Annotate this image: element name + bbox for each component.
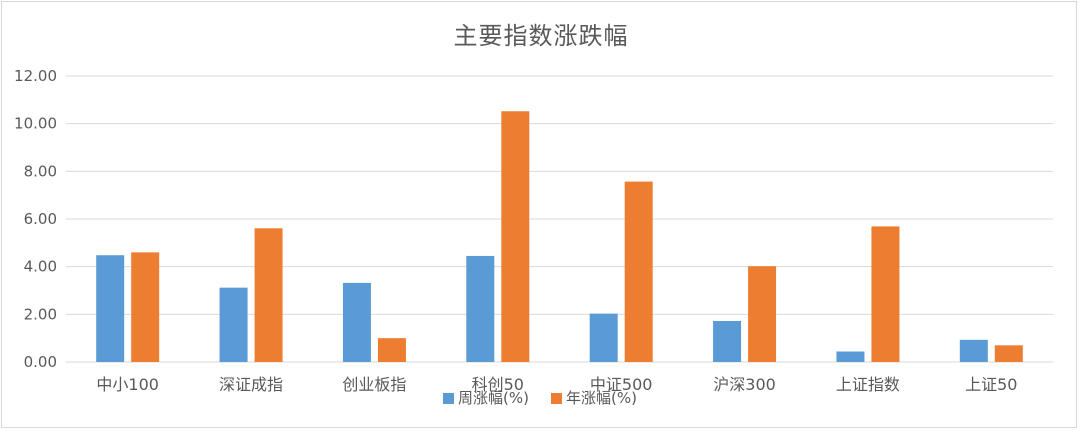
bar-yearly: [131, 252, 160, 362]
x-category-label: 创业板指: [342, 375, 406, 394]
y-tick-label: 6.00: [24, 210, 57, 228]
bar-yearly: [377, 338, 406, 362]
bar-weekly: [342, 282, 371, 362]
y-tick-label: 0.00: [24, 353, 57, 371]
bars: [96, 111, 1023, 362]
bar-weekly: [959, 339, 988, 362]
y-tick-label: 4.00: [24, 258, 57, 276]
x-category-label: 科创50: [472, 375, 524, 394]
bar-weekly: [466, 255, 495, 362]
x-axis-categories: 中小100 深证成指 创业板指 科创50 中证500 沪深300 上证指数 上证50: [96, 375, 1017, 394]
x-category-label: 上证指数: [836, 375, 900, 394]
y-tick-label: 8.00: [24, 162, 57, 180]
bar-weekly: [589, 313, 618, 362]
bar-yearly: [994, 345, 1023, 362]
legend-swatch: [551, 393, 562, 404]
bar-weekly: [219, 287, 248, 362]
x-category-label: 深证成指: [219, 375, 283, 394]
x-category-label: 沪深300: [713, 375, 776, 394]
bar-weekly: [713, 321, 742, 362]
grid-layer: [66, 75, 1053, 363]
y-tick-label: 10.00: [14, 115, 57, 133]
y-axis-ticks: 0.00 2.00 4.00 6.00 8.00 10.00 12.00: [14, 67, 57, 371]
x-category-label: 中证500: [590, 375, 653, 394]
chart-title: 主要指数涨跌幅: [453, 22, 629, 50]
legend-label: 年涨幅(%): [566, 389, 637, 407]
legend-label: 周涨幅(%): [458, 389, 529, 407]
y-tick-label: 12.00: [14, 67, 57, 85]
bar-yearly: [254, 228, 283, 362]
legend-swatch: [443, 393, 454, 404]
x-category-label: 上证50: [965, 375, 1017, 394]
bar-weekly: [96, 255, 125, 362]
bar-yearly: [624, 181, 653, 362]
x-category-label: 中小100: [96, 375, 159, 394]
y-tick-label: 2.00: [24, 305, 57, 323]
legend: 周涨幅(%) 年涨幅(%): [443, 389, 637, 407]
bar-yearly: [501, 111, 530, 362]
bar-yearly: [748, 266, 777, 362]
bar-yearly: [871, 226, 900, 362]
bar-weekly: [836, 351, 865, 362]
